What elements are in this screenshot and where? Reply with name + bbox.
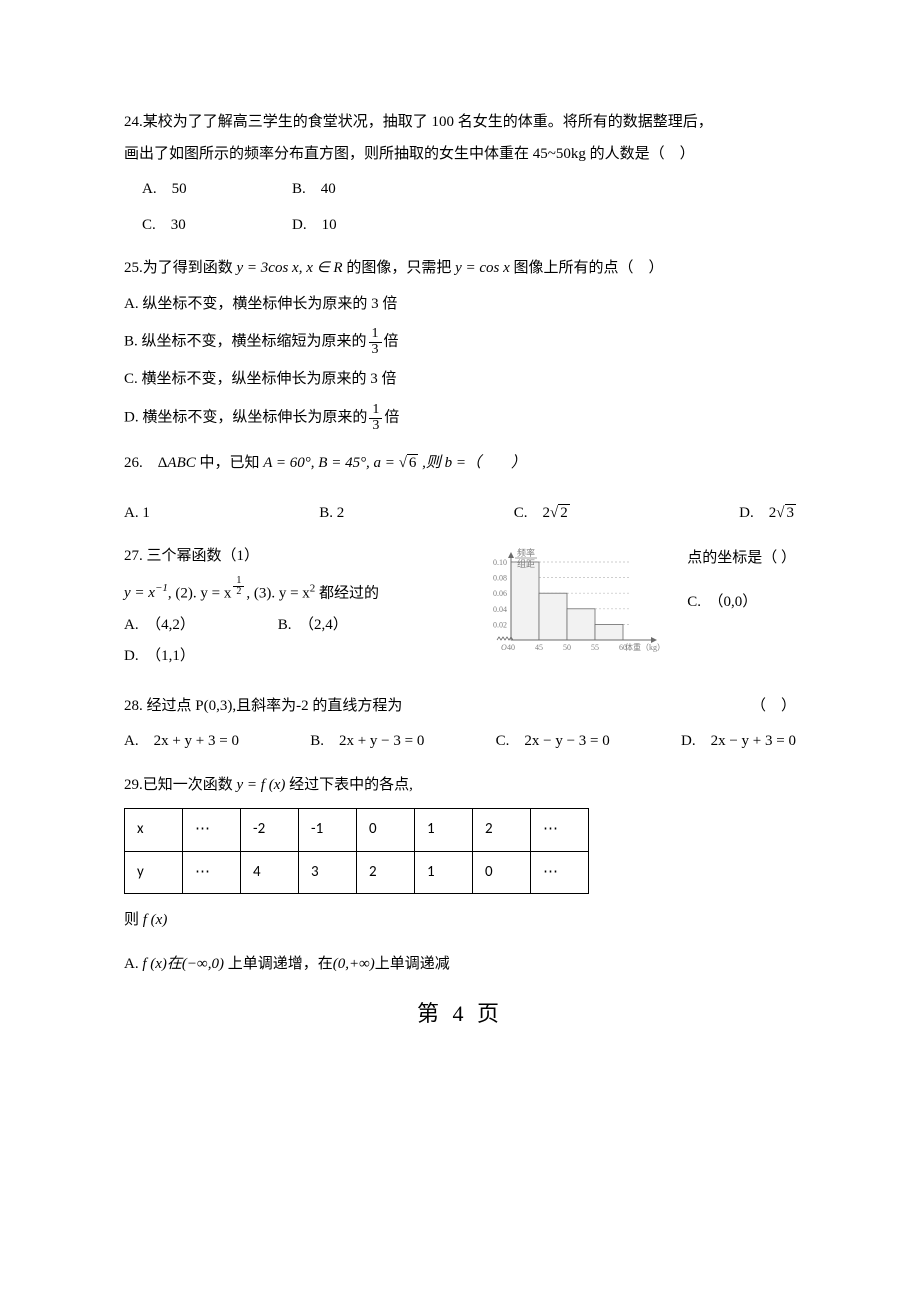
svg-text:0.08: 0.08 bbox=[493, 574, 507, 583]
q26-opt-a: A. 1 bbox=[124, 501, 150, 527]
q27-opt-b: B. （2,4） bbox=[278, 617, 348, 633]
q26-abc: ABC bbox=[167, 455, 195, 471]
q24-opt-b: B. 40 bbox=[292, 177, 402, 203]
table-row: x⋯-2-1012⋯ bbox=[125, 809, 589, 852]
question-24: 24.某校为了了解高三学生的食堂状况，抽取了 100 名女生的体重。将所有的数据… bbox=[124, 110, 796, 238]
q28-opt-a: A. 2x + y + 3 = 0 bbox=[124, 729, 239, 755]
q27-stem-1: 27. 三个幂函数（1） bbox=[124, 544, 459, 570]
q24-stem-2: 画出了如图所示的频率分布直方图，则所抽取的女生中体重在 45~50kg 的人数是… bbox=[124, 142, 796, 168]
q24-opt-a: A. 50 bbox=[142, 177, 252, 203]
svg-text:组距: 组距 bbox=[517, 558, 535, 569]
question-29: 29.已知一次函数 y = f (x) 经过下表中的各点, x⋯-2-1012⋯… bbox=[124, 773, 796, 978]
table-cell: ⋯ bbox=[183, 809, 241, 852]
question-28: 28. 经过点 P(0,3),且斜率为-2 的直线方程为 （ ） A. 2x +… bbox=[124, 694, 796, 755]
svg-text:40: 40 bbox=[507, 643, 515, 652]
q27-options-line1: A. （4,2） B. （2,4） bbox=[124, 613, 459, 639]
q26-sqrt: √6 bbox=[399, 454, 419, 471]
table-row: y⋯43210⋯ bbox=[125, 851, 589, 894]
question-27: 27. 三个幂函数（1） y = x−1, (2). y = x12, (3).… bbox=[124, 544, 796, 676]
svg-text:0.06: 0.06 bbox=[493, 589, 507, 598]
histogram-svg: 0.020.040.060.080.104045505560O频率组距体重（kg… bbox=[473, 548, 673, 658]
q26-opt-c: C. 2√2 bbox=[514, 501, 570, 527]
q25-opt-d: D. 横坐标不变，纵坐标伸长为原来的13倍 bbox=[124, 403, 796, 433]
q24-options-row2: C. 30 D. 10 bbox=[142, 213, 796, 239]
q25-eq2: y = cos x bbox=[455, 260, 510, 276]
q26-opt-d: D. 2√3 bbox=[739, 501, 796, 527]
q28-stem: 28. 经过点 P(0,3),且斜率为-2 的直线方程为 （ ） bbox=[124, 694, 796, 720]
svg-text:0.02: 0.02 bbox=[493, 621, 507, 630]
q25-opt-a: A. 纵坐标不变，横坐标伸长为原来的 3 倍 bbox=[124, 292, 796, 318]
svg-text:体重（kg）: 体重（kg） bbox=[625, 642, 665, 652]
q29-opt-a: A. f (x)在(−∞,0) 上单调递增，在(0,+∞)上单调递减 bbox=[124, 952, 796, 978]
histogram-chart: 0.020.040.060.080.104045505560O频率组距体重（kg… bbox=[473, 548, 673, 668]
q26-A: A = 60°, B = 45°, a = bbox=[263, 455, 398, 471]
q29-stem: 29.已知一次函数 y = f (x) 经过下表中的各点, bbox=[124, 773, 796, 799]
q26-stem: 26. ΔABC 中，已知 A = 60°, B = 45°, a = √6 ,… bbox=[124, 451, 796, 477]
table-cell: 4 bbox=[241, 851, 299, 894]
q25-opt-b-post: 倍 bbox=[384, 334, 399, 350]
table-cell: ⋯ bbox=[531, 809, 589, 852]
q24-stem-1: 24.某校为了了解高三学生的食堂状况，抽取了 100 名女生的体重。将所有的数据… bbox=[124, 110, 796, 136]
table-cell: ⋯ bbox=[531, 851, 589, 894]
q27-eq-line: y = x−1, (2). y = x12, (3). y = x2 都经过的 bbox=[124, 576, 459, 607]
q28-opt-b: B. 2x + y − 3 = 0 bbox=[310, 729, 424, 755]
q25-stem: 25.为了得到函数 y = 3cos x, x ∈ R 的图像，只需把 y = … bbox=[124, 256, 796, 282]
q25-stem-mid: 的图像，只需把 bbox=[343, 260, 456, 276]
q25-opt-d-post: 倍 bbox=[384, 410, 399, 426]
svg-text:0.10: 0.10 bbox=[493, 558, 507, 567]
q27-tail: 点的坐标是（ ） bbox=[687, 546, 796, 572]
table-cell: y bbox=[125, 851, 183, 894]
page-number: 第 4 页 bbox=[124, 995, 796, 1032]
q27-opt-a: A. （4,2） bbox=[124, 613, 274, 639]
q25-opt-d-frac: 13 bbox=[369, 403, 382, 433]
q26-mid2: ,则 b =（ ） bbox=[418, 455, 526, 471]
q26-pre: 26. Δ bbox=[124, 455, 167, 471]
q25-opt-d-pre: D. 横坐标不变，纵坐标伸长为原来的 bbox=[124, 410, 367, 426]
exam-page: 24.某校为了了解高三学生的食堂状况，抽取了 100 名女生的体重。将所有的数据… bbox=[0, 0, 920, 1073]
q25-opt-b-pre: B. 纵坐标不变，横坐标缩短为原来的 bbox=[124, 334, 367, 350]
table-cell: 3 bbox=[299, 851, 357, 894]
q28-options: A. 2x + y + 3 = 0 B. 2x + y − 3 = 0 C. 2… bbox=[124, 729, 796, 755]
q25-eq1: y = 3cos x, x ∈ R bbox=[237, 260, 343, 276]
q25-stem-pre: 25.为了得到函数 bbox=[124, 260, 237, 276]
q27-opt-d: D. （1,1） bbox=[124, 644, 459, 670]
table-cell: 0 bbox=[357, 809, 415, 852]
table-cell: ⋯ bbox=[183, 851, 241, 894]
svg-text:45: 45 bbox=[535, 643, 543, 652]
q27-eq1: y = x−1 bbox=[124, 585, 168, 601]
table-cell: 2 bbox=[357, 851, 415, 894]
svg-text:50: 50 bbox=[563, 643, 571, 652]
q28-opt-c: C. 2x − y − 3 = 0 bbox=[496, 729, 610, 755]
q26-opt-b: B. 2 bbox=[319, 501, 344, 527]
q24-opt-c: C. 30 bbox=[142, 213, 252, 239]
table-cell: 2 bbox=[473, 809, 531, 852]
q25-stem-post: 图像上所有的点（ ） bbox=[510, 260, 664, 276]
q29-then: 则 f (x) bbox=[124, 908, 796, 934]
table-cell: 1 bbox=[415, 809, 473, 852]
table-cell: 0 bbox=[473, 851, 531, 894]
q27-opt-c: C. （0,0） bbox=[687, 590, 796, 616]
q26-mid1: 中，已知 bbox=[196, 455, 264, 471]
table-cell: x bbox=[125, 809, 183, 852]
q25-opt-b: B. 纵坐标不变，横坐标缩短为原来的13倍 bbox=[124, 327, 796, 357]
q25-opt-b-frac: 13 bbox=[369, 327, 382, 357]
svg-text:55: 55 bbox=[591, 643, 599, 652]
question-26: 26. ΔABC 中，已知 A = 60°, B = 45°, a = √6 ,… bbox=[124, 451, 796, 526]
svg-text:频率: 频率 bbox=[517, 548, 535, 558]
svg-text:0.04: 0.04 bbox=[493, 605, 507, 614]
q25-options: A. 纵坐标不变，横坐标伸长为原来的 3 倍 B. 纵坐标不变，横坐标缩短为原来… bbox=[124, 292, 796, 434]
q28-opt-d: D. 2x − y + 3 = 0 bbox=[681, 729, 796, 755]
table-cell: -1 bbox=[299, 809, 357, 852]
q24-options-row1: A. 50 B. 40 bbox=[142, 177, 796, 203]
svg-text:O: O bbox=[501, 643, 507, 652]
q29-table: x⋯-2-1012⋯y⋯43210⋯ bbox=[124, 808, 589, 894]
question-25: 25.为了得到函数 y = 3cos x, x ∈ R 的图像，只需把 y = … bbox=[124, 256, 796, 433]
q25-opt-c: C. 横坐标不变，纵坐标伸长为原来的 3 倍 bbox=[124, 367, 796, 393]
q26-options: A. 1 B. 2 C. 2√2 D. 2√3 bbox=[124, 501, 796, 527]
q24-opt-d: D. 10 bbox=[292, 213, 402, 239]
table-cell: -2 bbox=[241, 809, 299, 852]
table-cell: 1 bbox=[415, 851, 473, 894]
